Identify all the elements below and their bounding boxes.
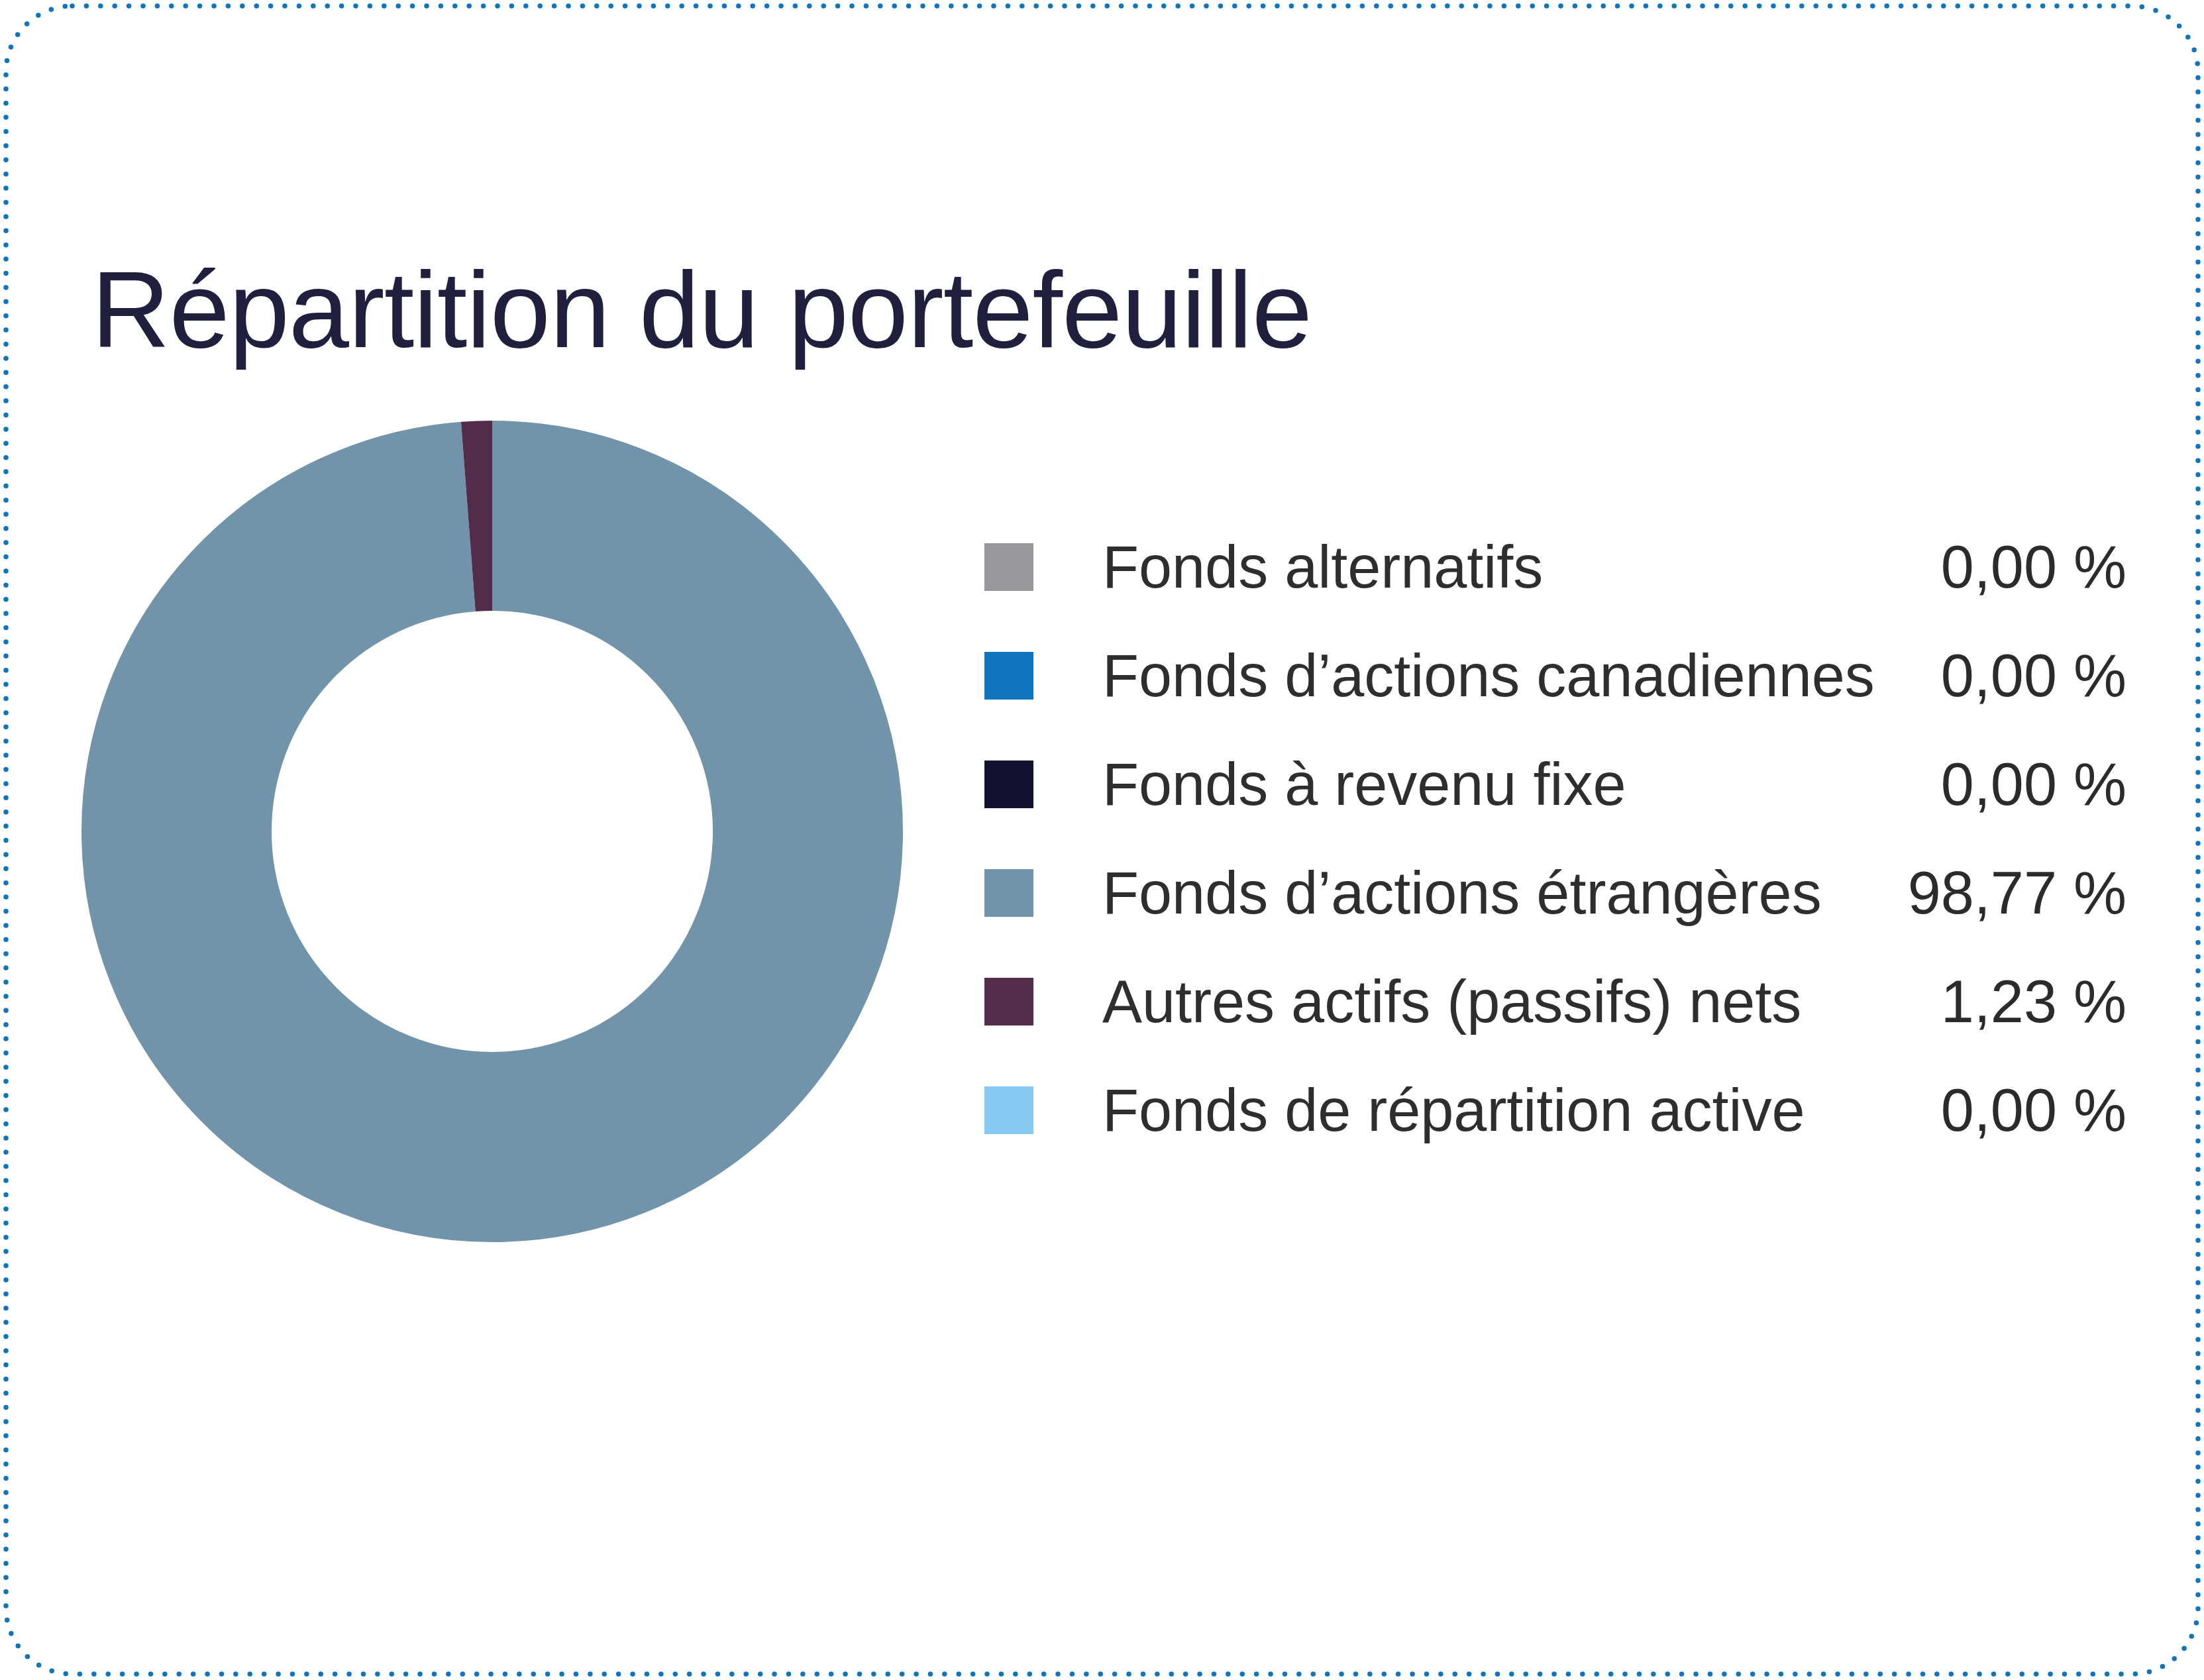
legend-label: Fonds alternatifs — [1102, 537, 1941, 597]
legend-value: 1,23 % — [1941, 972, 2126, 1031]
legend-swatch — [984, 761, 1033, 808]
legend-label: Autres actifs (passifs) nets — [1102, 972, 1941, 1031]
legend-label: Fonds d’actions étrangères — [1102, 863, 1908, 923]
legend-item-fonds-actions-etrangeres: Fonds d’actions étrangères 98,77 % — [984, 869, 2126, 917]
legend-item-fonds-revenu-fixe: Fonds à revenu fixe 0,00 % — [984, 761, 2126, 808]
legend-value: 0,00 % — [1941, 646, 2126, 706]
legend-value: 98,77 % — [1908, 863, 2126, 923]
legend-swatch — [984, 543, 1033, 591]
legend-label: Fonds à revenu fixe — [1102, 755, 1941, 814]
donut-slices — [177, 516, 808, 1147]
chart-legend: Fonds alternatifs 0,00 % Fonds d’actions… — [984, 543, 2126, 1134]
portfolio-allocation-card: Répartition du portefeuille Fonds altern… — [0, 0, 2204, 1680]
legend-item-fonds-repartition-active: Fonds de répartition active 0,00 % — [984, 1086, 2126, 1134]
donut-chart-svg — [81, 421, 903, 1242]
legend-swatch — [984, 652, 1033, 700]
legend-item-fonds-actions-canadiennes: Fonds d’actions canadiennes 0,00 % — [984, 652, 2126, 700]
page-title: Répartition du portefeuille — [91, 250, 1312, 370]
legend-item-fonds-alternatifs: Fonds alternatifs 0,00 % — [984, 543, 2126, 591]
legend-swatch — [984, 1086, 1033, 1134]
legend-swatch — [984, 978, 1033, 1025]
legend-value: 0,00 % — [1941, 537, 2126, 597]
legend-swatch — [984, 869, 1033, 917]
legend-label: Fonds de répartition active — [1102, 1080, 1941, 1140]
legend-value: 0,00 % — [1941, 1080, 2126, 1140]
legend-item-autres-actifs-nets: Autres actifs (passifs) nets 1,23 % — [984, 978, 2126, 1025]
legend-label: Fonds d’actions canadiennes — [1102, 646, 1941, 706]
legend-value: 0,00 % — [1941, 755, 2126, 814]
